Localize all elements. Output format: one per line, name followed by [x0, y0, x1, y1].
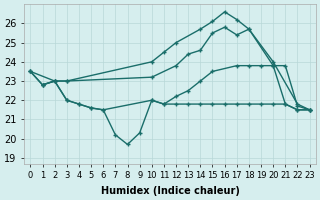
X-axis label: Humidex (Indice chaleur): Humidex (Indice chaleur) — [100, 186, 239, 196]
